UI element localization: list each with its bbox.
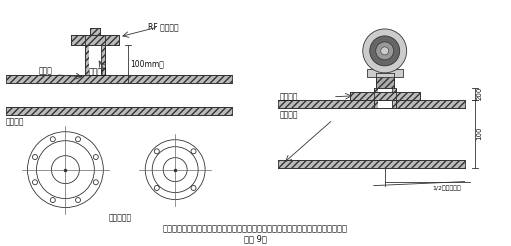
Circle shape bbox=[376, 42, 393, 60]
Text: 焊接短管: 焊接短管 bbox=[88, 68, 107, 77]
Bar bbox=[278, 160, 464, 168]
Text: 100: 100 bbox=[477, 127, 482, 140]
Bar bbox=[6, 75, 232, 83]
Bar bbox=[6, 107, 232, 115]
Text: 200: 200 bbox=[477, 87, 482, 100]
Bar bbox=[85, 35, 89, 75]
Circle shape bbox=[381, 47, 389, 55]
Bar bbox=[376, 73, 393, 88]
Bar bbox=[101, 35, 105, 75]
Bar bbox=[72, 35, 119, 45]
Text: 工艺管道: 工艺管道 bbox=[6, 118, 24, 127]
Text: （图 9）: （图 9） bbox=[244, 234, 266, 244]
Text: 管道外壁: 管道外壁 bbox=[280, 110, 298, 119]
Bar bbox=[90, 28, 100, 35]
Text: 管道中心线: 管道中心线 bbox=[109, 214, 132, 223]
Text: RF 配套法兰: RF 配套法兰 bbox=[148, 22, 179, 31]
Text: 配套短管: 配套短管 bbox=[280, 92, 298, 101]
Bar bbox=[89, 35, 101, 75]
Bar bbox=[392, 88, 396, 108]
Text: 焊接点: 焊接点 bbox=[38, 67, 52, 76]
Text: 插入式流量计短管制作、安装示意图，根据流量计算采用不同的法兰及短管公称直径: 插入式流量计短管制作、安装示意图，根据流量计算采用不同的法兰及短管公称直径 bbox=[162, 225, 347, 233]
Circle shape bbox=[363, 29, 407, 73]
Bar bbox=[367, 69, 403, 77]
Bar bbox=[350, 92, 420, 100]
Circle shape bbox=[370, 36, 400, 66]
Bar bbox=[278, 100, 464, 108]
Text: 1/2管量管外径: 1/2管量管外径 bbox=[433, 185, 461, 191]
Text: 100mm高: 100mm高 bbox=[130, 59, 164, 68]
Bar bbox=[374, 88, 378, 108]
Bar bbox=[378, 88, 392, 108]
